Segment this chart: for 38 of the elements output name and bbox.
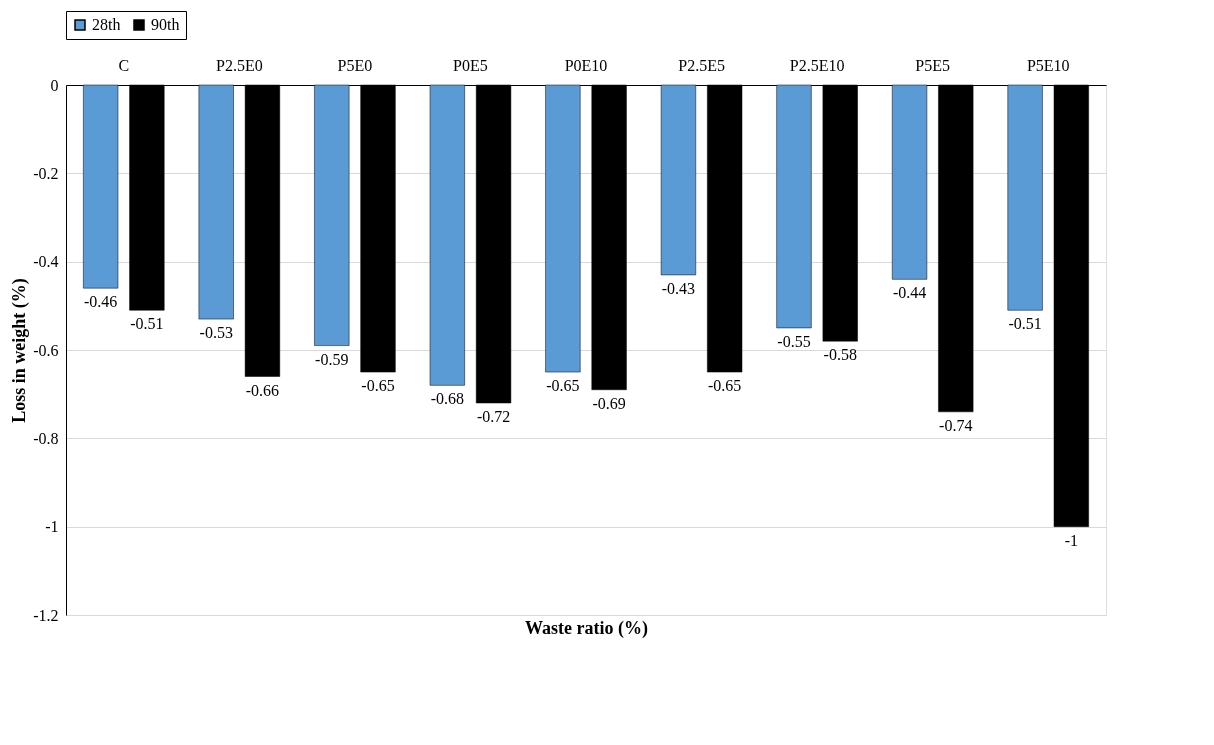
data-label: -0.53 — [199, 324, 233, 342]
legend-label: 90th — [151, 16, 180, 33]
y-tick-label: -0.2 — [33, 164, 59, 182]
data-label: -0.69 — [592, 394, 626, 412]
y-tick-label: -1 — [45, 518, 59, 536]
x-tick-label: P5E5 — [915, 56, 950, 74]
y-axis-title: Loss in weight (%) — [9, 278, 31, 423]
x-axis-title: Waste ratio (%) — [525, 617, 648, 639]
data-label: -0.46 — [84, 293, 118, 311]
data-label: -0.65 — [546, 377, 580, 395]
data-label: -0.74 — [939, 416, 973, 434]
y-tick-label: -1.2 — [33, 606, 59, 624]
y-tick-label: -0.6 — [33, 341, 59, 359]
x-tick-label: C — [118, 56, 130, 74]
x-tick-label: P2.5E5 — [678, 56, 725, 74]
x-tick-label: P2.5E0 — [216, 56, 263, 74]
x-tick-label: P5E0 — [337, 56, 373, 74]
data-label: -0.68 — [430, 390, 464, 408]
data-label: -0.58 — [823, 346, 857, 364]
data-label: -0.59 — [315, 350, 349, 368]
y-tick-label: 0 — [50, 76, 59, 94]
data-label: -0.51 — [130, 315, 164, 333]
y-tick-label: -0.8 — [33, 429, 59, 447]
legend-label: 28th — [92, 16, 121, 33]
x-tick-label: P0E10 — [564, 56, 608, 74]
data-label: -0.55 — [777, 332, 811, 350]
data-label: -0.43 — [661, 279, 696, 297]
data-label: -0.72 — [476, 408, 511, 425]
data-label: -0.44 — [892, 284, 927, 302]
x-tick-label: P0E5 — [453, 56, 488, 74]
data-label: -0.65 — [361, 377, 395, 395]
x-tick-label: P2.5E10 — [789, 56, 845, 74]
data-label: -0.65 — [708, 377, 742, 395]
data-label: -0.51 — [1008, 315, 1042, 333]
x-tick-label: P5E10 — [1026, 56, 1070, 74]
y-tick-label: -0.4 — [33, 253, 59, 271]
data-label: -1 — [1064, 531, 1078, 549]
data-label: -0.66 — [245, 381, 280, 399]
